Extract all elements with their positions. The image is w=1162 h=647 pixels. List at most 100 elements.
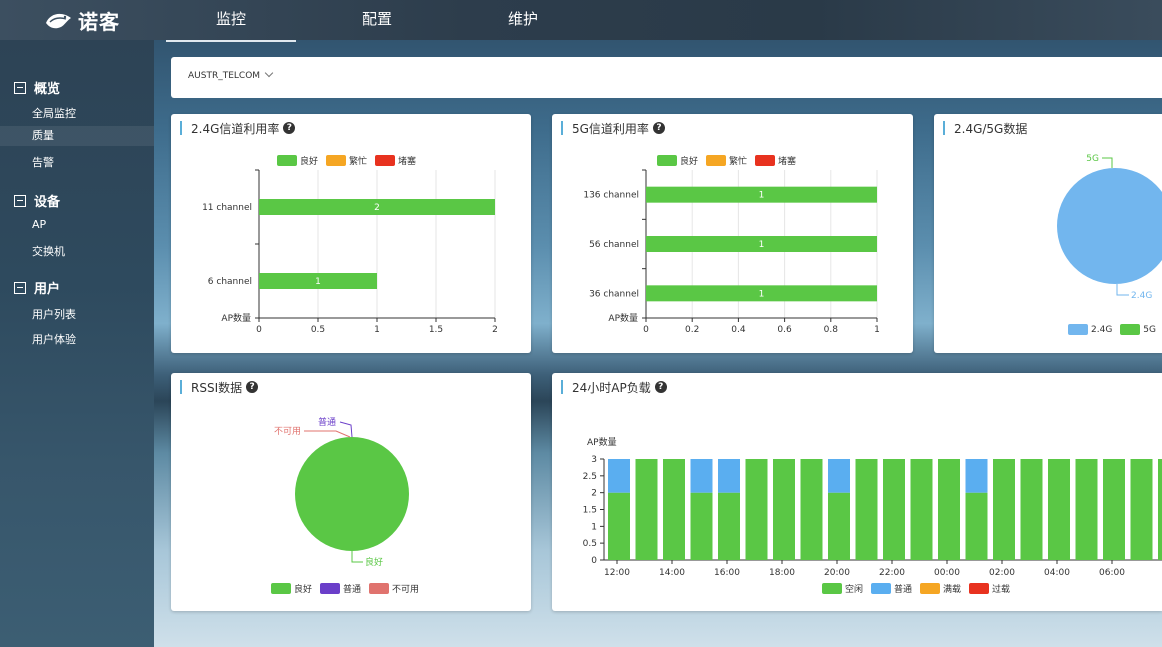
x-tick-label: 1.5 xyxy=(429,325,443,335)
help-icon[interactable]: ? xyxy=(246,381,259,393)
help-icon[interactable]: ? xyxy=(654,381,667,393)
bar-idle xyxy=(1020,459,1043,560)
card-24g-channel: 2.4G信道利用率? 良好 繁忙 堵塞 0 0.5 1 1.5 2 AP数量 6 chann… xyxy=(171,114,531,353)
legend-item-idle[interactable]: 空闲 xyxy=(822,582,863,595)
legend-label: 不可用 xyxy=(392,585,420,595)
legend-item-good[interactable]: 良好 xyxy=(271,582,312,595)
legend-item-24g[interactable]: 2.4G xyxy=(1068,324,1112,335)
x-tick-label: 18:00 xyxy=(769,568,795,578)
bar-idle xyxy=(910,459,933,560)
sidebar-item-global-monitor[interactable]: 全局监控 xyxy=(32,107,76,120)
collapse-icon[interactable] xyxy=(14,194,26,207)
chart-5g-channel: 0 0.2 0.4 0.6 0.8 1 AP数量 36 channel 1 56 channel 1… xyxy=(583,169,880,335)
legend-item-busy[interactable]: 繁忙 xyxy=(326,154,367,167)
axis-label: AP数量 xyxy=(608,312,638,324)
pie-slice xyxy=(1057,168,1162,284)
card-title: 24小时AP负载? xyxy=(561,380,667,395)
legend-label: 繁忙 xyxy=(349,157,368,167)
data-label: 1 xyxy=(759,289,765,299)
x-tick-label: 06:00 xyxy=(1099,568,1125,578)
slice-label: 不可用 xyxy=(274,426,301,437)
sidebar-item-alarm[interactable]: 告警 xyxy=(32,156,54,169)
legend-item-blocked[interactable]: 堵塞 xyxy=(375,154,416,167)
filter-bar: AUSTR_TELCOM xyxy=(171,57,1162,98)
sidebar-group-overview[interactable]: 概览 xyxy=(14,78,60,97)
y-tick-label: 2.5 xyxy=(583,472,597,482)
legend-label: 满载 xyxy=(943,585,962,595)
card-rssi: RSSI数据? 普通 不可用 良好 良好 普通 不可用 xyxy=(171,373,531,611)
y-tick-label: 3 xyxy=(591,455,597,465)
sidebar-item-user-experience[interactable]: 用户体验 xyxy=(32,333,76,346)
bar-idle xyxy=(663,459,685,560)
y-tick-label: 0.5 xyxy=(583,539,597,549)
logo-fish-icon xyxy=(46,13,71,29)
bar-idle xyxy=(938,459,960,560)
bar-common xyxy=(828,459,850,493)
tab-maintain[interactable]: 维护 xyxy=(507,10,538,28)
sidebar-item-quality[interactable]: 质量 xyxy=(0,126,154,146)
legend-swatch xyxy=(706,155,727,166)
card-ap-load: 24小时AP负载? AP数量 0 0.5 1 1.5 2 2.5 3 12:00 14:00 16:… xyxy=(552,373,1162,611)
sidebar-group-user[interactable]: 用户 xyxy=(14,278,60,297)
legend-swatch xyxy=(657,155,677,166)
legend-item-blocked[interactable]: 堵塞 xyxy=(755,154,796,167)
chart-band-pie: 5G 2.4G xyxy=(1057,154,1162,301)
legend-swatch xyxy=(320,583,341,594)
legend-swatch xyxy=(822,583,842,594)
sidebar-item-ap[interactable]: AP xyxy=(32,218,47,231)
axis-label: AP数量 xyxy=(587,436,617,448)
tab-config[interactable]: 配置 xyxy=(361,10,392,28)
top-bar: 诺客 监控 配置 维护 xyxy=(0,0,1162,42)
x-tick-label: 22:00 xyxy=(879,568,905,578)
help-icon[interactable]: ? xyxy=(283,122,296,134)
legend-item-5g[interactable]: 5G xyxy=(1120,324,1156,335)
logo[interactable]: 诺客 xyxy=(44,6,120,34)
y-tick-label: 136 channel xyxy=(583,191,639,201)
x-tick-label: 20:00 xyxy=(824,568,850,578)
legend-item-overload[interactable]: 过载 xyxy=(969,582,1010,595)
legend-label: 过载 xyxy=(992,585,1011,595)
legend-item-full[interactable]: 满载 xyxy=(920,582,961,595)
x-tick-label: 0 xyxy=(256,325,262,335)
legend-label: 5G xyxy=(1143,324,1156,335)
x-tick-label: 1 xyxy=(374,325,380,335)
bar xyxy=(259,199,495,215)
x-tick-label: 04:00 xyxy=(1044,568,1070,578)
x-tick-label: 0.5 xyxy=(311,325,325,335)
card-title-text: 5G信道利用率 xyxy=(572,121,649,136)
x-tick-label: 12:00 xyxy=(604,568,630,578)
bar-idle xyxy=(1158,459,1162,560)
legend-item-good[interactable]: 良好 xyxy=(657,154,698,167)
bar-idle xyxy=(690,492,713,560)
bar xyxy=(646,236,877,252)
site-select[interactable]: AUSTR_TELCOM xyxy=(188,68,274,81)
data-label: 1 xyxy=(759,240,765,250)
legend-item-busy[interactable]: 繁忙 xyxy=(706,154,747,167)
tab-monitor[interactable]: 监控 xyxy=(166,0,296,42)
legend-item-good[interactable]: 良好 xyxy=(277,154,318,167)
bar-idle xyxy=(993,459,1015,560)
data-label: 1 xyxy=(315,277,321,287)
sidebar-item-switch[interactable]: 交换机 xyxy=(32,245,65,258)
leader-line xyxy=(351,551,363,563)
collapse-icon[interactable] xyxy=(14,281,26,294)
legend-item-unavailable[interactable]: 不可用 xyxy=(369,582,419,595)
bar-common xyxy=(965,459,988,493)
site-select-value: AUSTR_TELCOM xyxy=(188,71,261,81)
chevron-down-icon xyxy=(264,68,274,78)
chart-legend: 2.4G 5G xyxy=(1068,324,1162,335)
data-label: 1 xyxy=(759,191,765,201)
card-title: RSSI数据? xyxy=(180,380,259,395)
sidebar-item-user-list[interactable]: 用户列表 xyxy=(32,308,76,321)
legend-swatch xyxy=(369,583,390,594)
sidebar-group-device[interactable]: 设备 xyxy=(14,191,60,210)
bar-idle xyxy=(745,459,768,560)
legend-label: 良好 xyxy=(300,157,319,167)
legend-item-normal[interactable]: 普通 xyxy=(320,582,361,595)
card-title: 5G信道利用率? xyxy=(561,121,665,136)
legend-item-common[interactable]: 普通 xyxy=(871,582,912,595)
collapse-icon[interactable] xyxy=(14,81,26,94)
bar-idle xyxy=(883,459,905,560)
help-icon[interactable]: ? xyxy=(652,122,665,134)
bar xyxy=(646,186,877,203)
